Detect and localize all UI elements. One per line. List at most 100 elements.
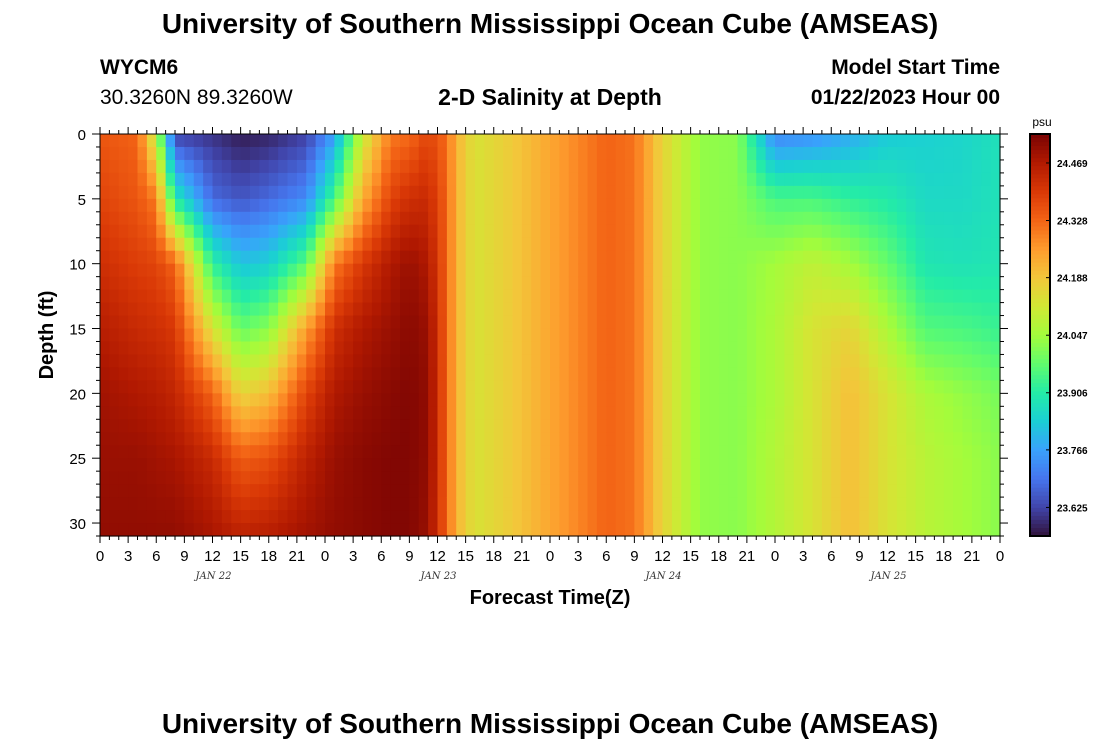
heatmap-cell (615, 380, 626, 394)
heatmap-cell (896, 159, 907, 174)
heatmap-cell (962, 224, 973, 239)
heatmap-cell (231, 471, 242, 485)
heatmap-cell (475, 289, 485, 304)
heatmap-cell (568, 237, 579, 252)
heatmap-cell (625, 328, 635, 343)
heatmap-cell (109, 159, 120, 174)
heatmap-cell (493, 185, 504, 200)
heatmap-cell (643, 289, 654, 304)
heatmap-cell (878, 289, 889, 304)
heatmap-cell (128, 211, 139, 226)
heatmap-cell (625, 250, 635, 265)
heatmap-cell (353, 328, 364, 343)
heatmap-cell (756, 185, 767, 200)
colorbar-segment (1030, 507, 1050, 513)
heatmap-cell (484, 134, 495, 148)
heatmap-cell (653, 432, 664, 446)
heatmap-cell (418, 380, 429, 394)
heatmap-cell (100, 471, 110, 485)
heatmap-cell (409, 341, 420, 356)
heatmap-cell (868, 497, 879, 511)
heatmap-cell (550, 289, 560, 304)
heatmap-cell (718, 393, 729, 407)
heatmap-cell (859, 432, 870, 446)
heatmap-cell (784, 354, 795, 369)
heatmap-cell (953, 484, 964, 498)
heatmap-cell (718, 237, 729, 252)
x-tick-label: 18 (485, 548, 502, 565)
heatmap-cell (971, 341, 982, 356)
heatmap-cell (784, 393, 795, 407)
heatmap-cell (896, 289, 907, 304)
heatmap-cell (596, 497, 607, 511)
heatmap-cell (362, 263, 373, 278)
heatmap-cell (671, 224, 682, 239)
heatmap-cell (540, 185, 551, 200)
heatmap-cell (456, 211, 467, 226)
heatmap-cell (925, 406, 935, 420)
heatmap-cell (325, 497, 335, 511)
heatmap-cell (390, 497, 401, 511)
heatmap-cell (278, 341, 289, 356)
heatmap-cell (625, 341, 635, 356)
heatmap-cell (728, 510, 739, 524)
heatmap-cell (118, 354, 129, 369)
heatmap-cell (925, 302, 935, 317)
heatmap-cell (765, 172, 776, 187)
heatmap-cell (793, 510, 804, 524)
heatmap-cell (475, 497, 485, 511)
heatmap-cell (775, 146, 785, 161)
heatmap-cell (981, 237, 992, 252)
heatmap-cell (934, 523, 945, 537)
heatmap-cell (859, 341, 870, 356)
heatmap-cell (381, 341, 392, 356)
heatmap-cell (671, 315, 682, 330)
heatmap-cell (962, 302, 973, 317)
heatmap-cell (718, 146, 729, 161)
heatmap-cell (662, 263, 673, 278)
heatmap-cell (990, 484, 1001, 498)
heatmap-cell (165, 134, 176, 148)
heatmap-cell (278, 523, 289, 537)
heatmap-cell (475, 471, 485, 485)
heatmap-cell (512, 237, 523, 252)
heatmap-cell (465, 250, 476, 265)
heatmap-cell (240, 198, 251, 213)
heatmap-cell (662, 484, 673, 498)
heatmap-cell (100, 185, 110, 200)
heatmap-cells (100, 134, 1001, 537)
colorbar-segment (1030, 242, 1050, 248)
heatmap-cell (915, 159, 926, 174)
heatmap-cell (925, 185, 935, 200)
heatmap-cell (671, 159, 682, 174)
heatmap-cell (250, 510, 260, 524)
heatmap-cell (109, 393, 120, 407)
x-tick-label: 0 (771, 548, 779, 565)
heatmap-cell (934, 134, 945, 148)
x-tick-label: 18 (710, 548, 727, 565)
heatmap-cell (906, 510, 917, 524)
heatmap-cell (690, 276, 701, 291)
day-label: JAN 25 (869, 571, 907, 582)
heatmap-cell (803, 263, 814, 278)
heatmap-cell (784, 224, 795, 239)
heatmap-cell (296, 289, 307, 304)
heatmap-cell (793, 341, 804, 356)
heatmap-cell (268, 198, 279, 213)
heatmap-cell (409, 134, 420, 148)
heatmap-cell (662, 510, 673, 524)
heatmap-cell (325, 510, 335, 524)
heatmap-cell (653, 276, 664, 291)
heatmap-cell (662, 458, 673, 472)
heatmap-cell (221, 354, 232, 369)
heatmap-cell (137, 354, 148, 369)
heatmap-cell (934, 146, 945, 161)
heatmap-cell (765, 497, 776, 511)
heatmap-cell (587, 224, 598, 239)
heatmap-cell (137, 146, 148, 161)
heatmap-cell (315, 341, 326, 356)
heatmap-cell (390, 289, 401, 304)
heatmap-cell (193, 198, 204, 213)
heatmap-cell (671, 134, 682, 148)
heatmap-cell (737, 276, 748, 291)
